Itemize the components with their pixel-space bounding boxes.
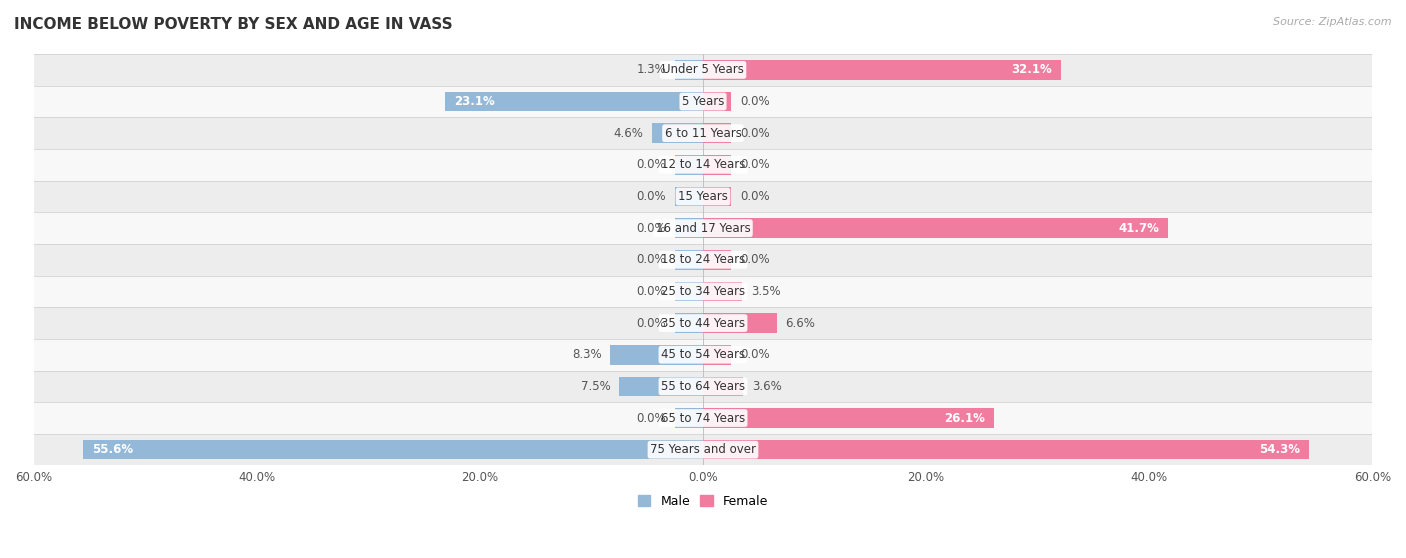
Bar [703, 92, 731, 112]
Text: 4.6%: 4.6% [613, 127, 643, 140]
Text: 12 to 14 Years: 12 to 14 Years [661, 158, 745, 171]
Text: 25 to 34 Years: 25 to 34 Years [661, 285, 745, 298]
Bar [34, 434, 1372, 465]
Bar [34, 402, 1372, 434]
Bar [34, 149, 1372, 181]
Bar [446, 92, 703, 112]
Text: 18 to 24 Years: 18 to 24 Years [661, 253, 745, 266]
Text: 7.5%: 7.5% [581, 380, 610, 393]
Text: 45 to 54 Years: 45 to 54 Years [661, 348, 745, 361]
Bar [703, 345, 731, 364]
Text: 75 Years and over: 75 Years and over [650, 443, 756, 456]
Bar [675, 408, 703, 428]
Bar [34, 86, 1372, 117]
Text: 8.3%: 8.3% [572, 348, 602, 361]
Text: 32.1%: 32.1% [1011, 64, 1052, 76]
Bar [619, 377, 703, 396]
Text: 3.6%: 3.6% [752, 380, 782, 393]
Text: 16 and 17 Years: 16 and 17 Years [655, 222, 751, 234]
Bar [34, 117, 1372, 149]
Bar [34, 339, 1372, 371]
Text: 0.0%: 0.0% [637, 316, 666, 330]
Bar [34, 212, 1372, 244]
Text: 3.5%: 3.5% [751, 285, 780, 298]
Bar [675, 155, 703, 175]
Text: 0.0%: 0.0% [637, 190, 666, 203]
Text: 0.0%: 0.0% [637, 411, 666, 425]
Legend: Male, Female: Male, Female [633, 490, 773, 513]
Text: 0.0%: 0.0% [637, 158, 666, 171]
Text: 0.0%: 0.0% [740, 95, 769, 108]
Text: 0.0%: 0.0% [740, 127, 769, 140]
Text: 0.0%: 0.0% [740, 348, 769, 361]
Bar [703, 123, 731, 143]
Bar [703, 313, 776, 333]
Bar [703, 440, 1309, 459]
Bar [34, 54, 1372, 86]
Bar [610, 345, 703, 364]
Text: 0.0%: 0.0% [637, 222, 666, 234]
Bar [675, 282, 703, 301]
Text: 26.1%: 26.1% [945, 411, 986, 425]
Bar [703, 282, 742, 301]
Bar [34, 307, 1372, 339]
Bar [703, 218, 1168, 238]
Text: 35 to 44 Years: 35 to 44 Years [661, 316, 745, 330]
Bar [703, 60, 1062, 80]
Bar [703, 377, 744, 396]
Text: 0.0%: 0.0% [740, 158, 769, 171]
Bar [703, 187, 731, 206]
Bar [675, 313, 703, 333]
Text: 0.0%: 0.0% [740, 253, 769, 266]
Bar [675, 60, 703, 80]
Bar [83, 440, 703, 459]
Text: 23.1%: 23.1% [454, 95, 495, 108]
Text: 55 to 64 Years: 55 to 64 Years [661, 380, 745, 393]
Text: 0.0%: 0.0% [740, 190, 769, 203]
Text: 0.0%: 0.0% [637, 285, 666, 298]
Text: 41.7%: 41.7% [1118, 222, 1160, 234]
Bar [703, 408, 994, 428]
Bar [675, 187, 703, 206]
Text: Source: ZipAtlas.com: Source: ZipAtlas.com [1274, 17, 1392, 27]
Text: 6.6%: 6.6% [786, 316, 815, 330]
Text: Under 5 Years: Under 5 Years [662, 64, 744, 76]
Text: 5 Years: 5 Years [682, 95, 724, 108]
Text: 6 to 11 Years: 6 to 11 Years [665, 127, 741, 140]
Bar [34, 244, 1372, 276]
Text: 15 Years: 15 Years [678, 190, 728, 203]
Bar [34, 181, 1372, 212]
Bar [675, 218, 703, 238]
Bar [34, 276, 1372, 307]
Text: 54.3%: 54.3% [1258, 443, 1301, 456]
Text: 55.6%: 55.6% [91, 443, 132, 456]
Bar [675, 250, 703, 270]
Text: INCOME BELOW POVERTY BY SEX AND AGE IN VASS: INCOME BELOW POVERTY BY SEX AND AGE IN V… [14, 17, 453, 32]
Bar [703, 155, 731, 175]
Bar [703, 250, 731, 270]
Bar [34, 371, 1372, 402]
Bar [651, 123, 703, 143]
Text: 1.3%: 1.3% [637, 64, 666, 76]
Text: 65 to 74 Years: 65 to 74 Years [661, 411, 745, 425]
Text: 0.0%: 0.0% [637, 253, 666, 266]
